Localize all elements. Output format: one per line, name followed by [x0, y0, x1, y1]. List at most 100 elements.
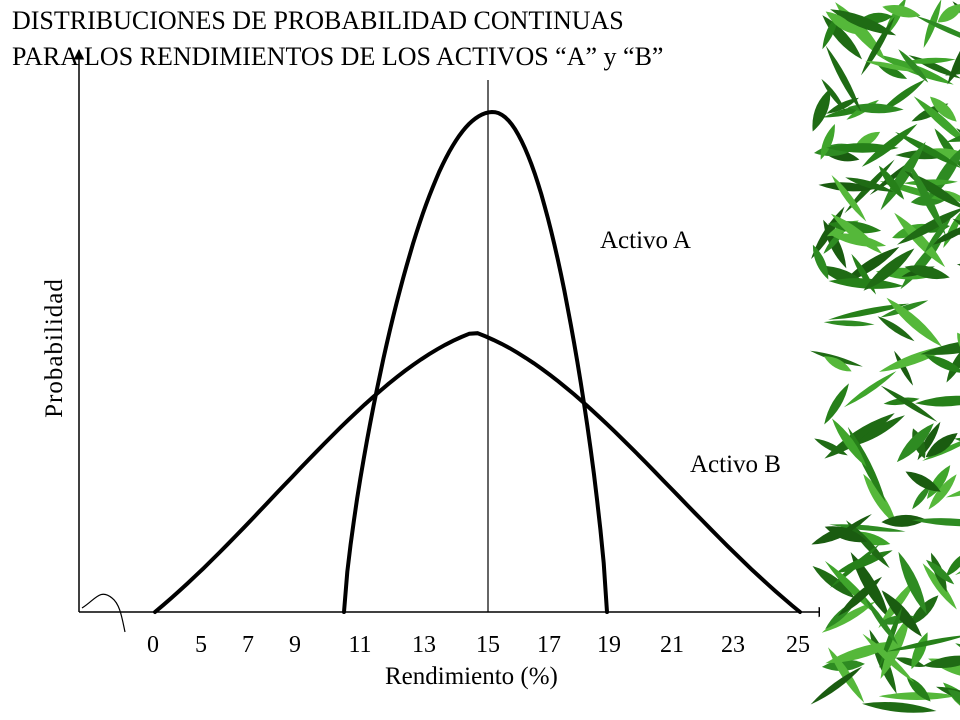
- bamboo-leaf: [905, 471, 941, 492]
- bamboo-leaf: [945, 551, 960, 577]
- bamboo-leaf: [861, 123, 918, 167]
- bamboo-leaf: [880, 141, 926, 211]
- x-tick-label: 13: [412, 632, 436, 658]
- bamboo-leaf: [937, 4, 960, 23]
- chart-title-line-2: PARA LOS RENDIMIENTOS DE LOS ACTIVOS “A”…: [12, 42, 664, 71]
- bamboo-leaf: [924, 215, 952, 253]
- bamboo-leaf: [912, 484, 931, 510]
- bamboo-leaf: [862, 633, 915, 683]
- x-tick-label: 21: [660, 632, 684, 658]
- x-tick-label: 0: [147, 632, 159, 658]
- x-tick-label: 23: [721, 632, 745, 658]
- bamboo-leaf: [894, 350, 914, 386]
- bamboo-leaf: [820, 123, 835, 160]
- bamboo-leaf: [880, 614, 910, 679]
- bamboo-leaf: [812, 88, 831, 132]
- bamboo-leaf: [862, 702, 937, 713]
- bamboo-leaf: [925, 432, 958, 458]
- bamboo-leaf: [832, 418, 867, 467]
- bamboo-leaf: [863, 248, 915, 291]
- bamboo-leaf: [922, 563, 957, 610]
- chart: 0 5 7 9 11 13 15 17 19 21 23 25 Activo A Activo B R…: [41, 48, 820, 690]
- y-axis-label: Probabilidad: [41, 278, 68, 418]
- bamboo-leaf: [896, 423, 934, 463]
- bamboo-leaf: [898, 49, 929, 83]
- bamboo-leaf: [830, 9, 897, 36]
- bamboo-leaf: [838, 576, 883, 617]
- bamboo-leaf: [895, 131, 960, 169]
- bamboo-leaf: [886, 297, 943, 347]
- bamboo-leaf: [878, 692, 958, 701]
- bamboo-leaf: [914, 15, 960, 47]
- axis-break-mark: [81, 593, 126, 633]
- bamboo-leaf: [947, 689, 960, 710]
- bamboo-leaf: [923, 655, 960, 668]
- bamboo-leaf: [842, 246, 900, 284]
- bamboo-leaf: [825, 641, 901, 664]
- bamboo-leaf: [930, 96, 957, 122]
- bamboo-leaf: [864, 60, 917, 72]
- x-axis-label: Rendimiento (%): [385, 663, 558, 690]
- bamboo-leaf: [887, 634, 960, 652]
- bamboo-leaf: [829, 524, 906, 532]
- bamboo-leaf: [812, 244, 829, 280]
- bamboo-leaf: [895, 657, 926, 667]
- x-tick-label: 5: [195, 632, 207, 658]
- bamboo-leaf: [824, 526, 868, 543]
- bamboo-leaf: [915, 395, 960, 407]
- x-tick-label: 17: [537, 632, 561, 658]
- bamboo-leaf: [925, 355, 960, 374]
- bamboo-leaf: [861, 16, 895, 76]
- bamboo-leaf: [946, 344, 960, 383]
- bamboo-leaf: [853, 415, 905, 446]
- bamboo-leaf: [894, 212, 946, 268]
- bamboo-leaf: [904, 265, 950, 280]
- x-tick-label: 25: [786, 632, 810, 658]
- bamboo-leaf: [826, 143, 899, 153]
- bamboo-leaf: [926, 559, 955, 585]
- bamboo-leaf: [929, 222, 960, 246]
- bamboo-leaf: [882, 5, 921, 18]
- bamboo-leaf: [847, 103, 904, 114]
- bamboo-leaf: [898, 551, 927, 615]
- series-label-activo-a: Activo A: [600, 227, 691, 254]
- bamboo-leaf: [897, 207, 960, 245]
- bamboo-leaf: [907, 160, 946, 236]
- bamboo-leaf: [846, 520, 890, 569]
- bamboo-leaf: [880, 385, 938, 422]
- bamboo-leaf: [831, 175, 867, 222]
- bamboo-leaf: [845, 177, 894, 192]
- chart-title-line-1: DISTRIBUCIONES DE PROBABILIDAD CONTINUAS: [12, 6, 624, 35]
- x-tick-labels: 0 5 7 9 11 13 15 17 19 21 23 25: [147, 632, 810, 658]
- bamboo-leaf: [824, 383, 849, 425]
- bamboo-leaf: [825, 45, 862, 112]
- bamboo-leaf: [814, 438, 848, 456]
- bamboo-leaf: [956, 261, 960, 274]
- bamboo-leaf: [831, 213, 883, 255]
- curve-activo-a: [342, 109, 609, 614]
- x-tick-label: 9: [289, 632, 301, 658]
- bamboo-leaf: [823, 356, 852, 372]
- x-tick-label: 19: [597, 632, 621, 658]
- bamboo-leaf: [864, 597, 898, 645]
- bamboo-leaf: [881, 590, 922, 637]
- bamboo-leaf: [863, 473, 897, 526]
- bamboo-leaf: [944, 190, 960, 206]
- bamboo-leaf: [878, 165, 905, 200]
- bamboo-leaf: [903, 57, 956, 64]
- bamboo-leaf: [912, 518, 960, 527]
- bamboo-leaf: [947, 23, 960, 85]
- bamboo-leaf: [906, 676, 931, 702]
- series-label-activo-b: Activo B: [690, 451, 781, 478]
- bamboo-leaf: [928, 474, 957, 510]
- x-tick-label: 15: [476, 632, 500, 658]
- bamboo-leaf: [810, 666, 863, 705]
- bamboo-leaf: [828, 303, 910, 320]
- bamboo-leaf: [828, 278, 904, 289]
- x-tick-label: 11: [348, 632, 371, 658]
- bamboo-leaf: [936, 686, 960, 704]
- bamboo-leaf: [824, 560, 882, 619]
- bamboo-leaf: [823, 320, 875, 327]
- bamboo-leaf: [821, 601, 876, 633]
